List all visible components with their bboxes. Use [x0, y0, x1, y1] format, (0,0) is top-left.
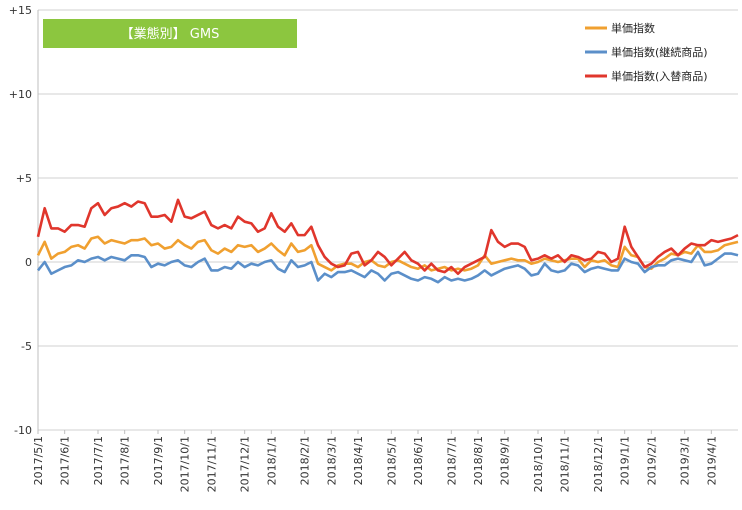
legend-label: 単価指数(入替商品) [611, 69, 708, 83]
y-tick-label: +5 [16, 172, 32, 185]
gridlines [37, 9, 738, 431]
chart-title: 【業態別】 GMS [121, 26, 220, 42]
x-tick-label: 2019/4/1 [705, 436, 718, 485]
x-tick-label: 2018/3/1 [325, 436, 338, 485]
x-tick-label: 2018/8/1 [472, 436, 485, 485]
y-tick-label: +10 [9, 88, 32, 101]
x-tick-label: 2018/9/1 [499, 436, 512, 485]
x-tick-label: 2019/3/1 [679, 436, 692, 485]
x-tick-label: 2017/5/1 [32, 436, 45, 485]
x-tick-label: 2019/1/1 [619, 436, 632, 485]
y-tick-label: -10 [14, 424, 32, 437]
x-axis: 2017/5/1 2017/6/1 2017/7/1 2017/8/1 2017/9/1… [32, 430, 718, 492]
legend-item-2: 単価指数(入替商品) [585, 69, 708, 83]
x-tick-label: 2017/6/1 [59, 436, 72, 485]
legend-item-1: 単価指数(継続商品) [585, 45, 708, 59]
x-tick-label: 2017/10/1 [179, 436, 192, 492]
y-axis: +15 +10 +5 0 -5 -10 [9, 4, 32, 437]
x-tick-label: 2018/12/1 [592, 436, 605, 492]
x-tick-label: 2018/6/1 [412, 436, 425, 485]
title-badge: 【業態別】 GMS [43, 19, 297, 48]
x-tick-label: 2017/9/1 [152, 436, 165, 485]
plot-lines [36, 198, 739, 284]
x-tick-label: 2017/7/1 [92, 436, 105, 485]
series-line-2 [36, 198, 739, 276]
title-badge-bg [43, 19, 297, 48]
y-tick-label: -5 [21, 340, 32, 353]
x-tick-label: 2017/11/1 [205, 436, 218, 492]
x-tick-label: 2018/2/1 [299, 436, 312, 485]
legend-item-0: 単価指数 [585, 21, 655, 35]
series-line-0 [36, 235, 739, 272]
y-tick-label: +15 [9, 4, 32, 17]
series-line-1 [36, 250, 739, 284]
legend-label: 単価指数(継続商品) [611, 45, 708, 59]
x-tick-label: 2018/10/1 [532, 436, 545, 492]
x-tick-label: 2018/1/1 [265, 436, 278, 485]
x-tick-label: 2018/7/1 [445, 436, 458, 485]
x-tick-label: 2018/5/1 [385, 436, 398, 485]
x-tick-label: 2018/4/1 [352, 436, 365, 485]
x-tick-label: 2017/12/1 [239, 436, 252, 492]
x-tick-label: 2019/2/1 [645, 436, 658, 485]
x-tick-label: 2018/11/1 [559, 436, 572, 492]
y-tick-label: 0 [25, 256, 32, 269]
x-tick-label: 2017/8/1 [119, 436, 132, 485]
legend-label: 単価指数 [611, 21, 655, 35]
